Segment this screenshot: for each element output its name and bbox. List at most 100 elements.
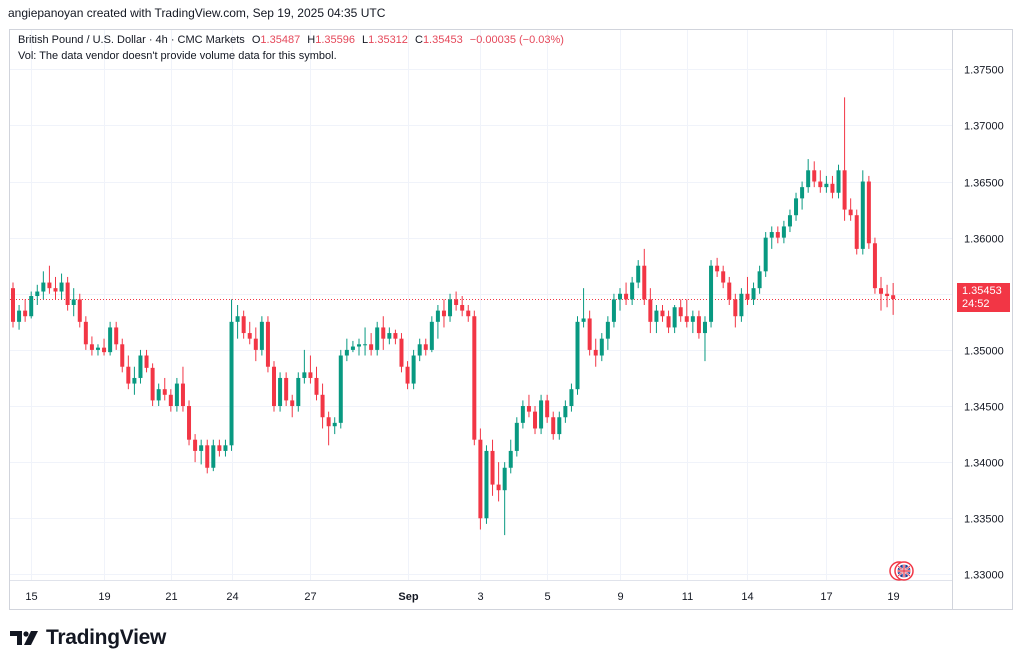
candle — [696, 310, 701, 339]
candle — [624, 282, 629, 305]
candle — [241, 310, 246, 339]
candle-body — [338, 355, 343, 423]
candle-body — [363, 344, 368, 346]
candle — [781, 220, 786, 244]
candle — [23, 299, 28, 322]
x-tick-label: 9 — [617, 591, 623, 603]
candle — [308, 355, 313, 384]
candle-body — [630, 282, 635, 300]
candle-body — [551, 417, 556, 435]
candle-body — [296, 377, 301, 407]
candle-body — [624, 293, 629, 300]
candle-body — [836, 170, 841, 193]
candle — [338, 349, 343, 429]
candle-body — [259, 321, 264, 350]
candle — [193, 434, 198, 463]
candle-body — [854, 215, 859, 249]
x-tick-label: 3 — [477, 591, 483, 603]
candle-body — [818, 181, 823, 188]
x-tick-label: 15 — [25, 591, 37, 603]
symbol-name: British Pound / U.S. Dollar · 4h · CMC M… — [18, 34, 245, 46]
candle-body — [405, 366, 410, 384]
candle-body — [581, 318, 586, 322]
candle-body — [702, 321, 707, 334]
candle — [247, 321, 252, 345]
candle-body — [696, 316, 701, 334]
candle — [727, 276, 732, 305]
volume-note: Vol: The data vendor doesn't provide vol… — [18, 50, 337, 62]
candle — [29, 291, 34, 319]
open-label: O — [251, 34, 261, 46]
candles — [11, 97, 896, 536]
candle — [842, 97, 847, 221]
candle — [387, 327, 392, 345]
candle — [866, 175, 871, 249]
x-tick-label: Sep — [398, 591, 418, 603]
candle — [205, 439, 210, 474]
candle — [272, 361, 277, 412]
candle — [302, 349, 307, 384]
candle-body — [563, 406, 568, 418]
y-tick-label: 1.35000 — [964, 346, 1004, 358]
candle-body — [23, 310, 28, 317]
candle-body — [460, 305, 465, 311]
candle — [678, 299, 683, 322]
economic-events-icon[interactable] — [889, 560, 915, 587]
candle-body — [138, 355, 143, 378]
candle — [478, 428, 483, 530]
candle-body — [223, 445, 228, 451]
candle — [375, 321, 380, 356]
candle-body — [842, 170, 847, 210]
candle — [217, 439, 222, 457]
candle — [684, 299, 689, 328]
candle — [800, 181, 805, 210]
candle — [593, 338, 598, 367]
candle-body — [83, 321, 88, 345]
candle — [114, 321, 119, 350]
time-axis: 15 19 21 24 27 Sep 3 5 9 11 14 17 19 — [25, 591, 899, 603]
candle — [290, 394, 295, 418]
candle — [429, 316, 434, 353]
candle — [551, 411, 556, 440]
candle-body — [302, 372, 307, 378]
candle-body — [247, 333, 252, 339]
chart-panel[interactable] — [9, 29, 1013, 610]
candle-body — [205, 445, 210, 468]
candle-body — [229, 321, 234, 446]
candle-body — [375, 327, 380, 350]
candle-body — [654, 310, 659, 322]
candle — [411, 349, 416, 390]
candle — [363, 327, 368, 356]
candle-body — [53, 288, 58, 292]
candle — [235, 305, 240, 339]
candle — [320, 383, 325, 429]
candle-body — [217, 445, 222, 451]
candle-body — [781, 226, 786, 238]
candle — [630, 276, 635, 305]
candle — [709, 260, 714, 328]
y-tick-label: 1.33500 — [964, 514, 1004, 526]
candle — [514, 417, 519, 457]
candle-body — [162, 389, 167, 395]
candle — [605, 316, 610, 350]
low-label: L — [362, 34, 369, 46]
candle-body — [332, 422, 337, 427]
candle-body — [448, 299, 453, 317]
candle — [666, 310, 671, 334]
candle-body — [65, 282, 70, 305]
candle-body — [684, 316, 689, 322]
candle-body — [787, 215, 792, 227]
tradingview-logo-icon — [10, 631, 38, 645]
candle — [672, 305, 677, 334]
candle — [830, 175, 835, 199]
candle — [180, 366, 185, 412]
candle — [417, 338, 422, 362]
candle — [454, 291, 459, 311]
candle — [872, 237, 877, 294]
candle-body — [545, 400, 550, 418]
candle — [787, 209, 792, 233]
candle — [229, 299, 234, 451]
bar-countdown: 24:52 — [962, 298, 990, 310]
candle — [59, 273, 64, 300]
